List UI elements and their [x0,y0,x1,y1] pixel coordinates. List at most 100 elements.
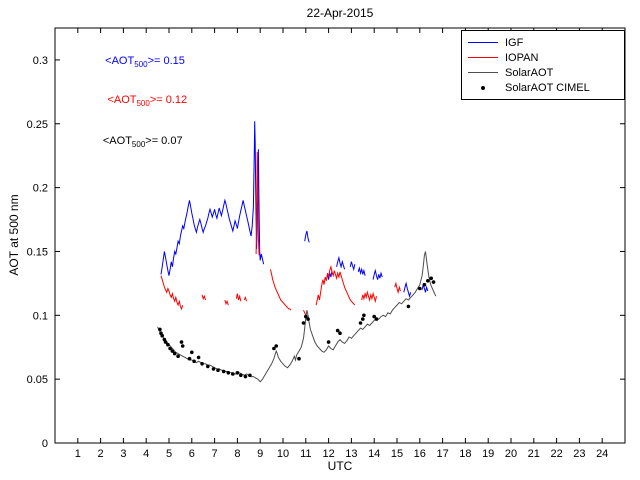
series-solaraot-cimel-point [406,304,411,309]
y-tick-label: 0.15 [27,246,48,258]
series-solaraot-cimel-point [304,314,308,319]
series-solaraot-cimel-point [362,313,366,318]
series-solaraot-cimel-point [221,369,226,374]
x-tick-label: 2 [98,448,104,460]
series-solaraot-cimel-point [163,340,168,344]
legend-line-sample [468,72,498,73]
series-solaraot-cimel-point [206,364,210,369]
series-solaraot-cimel-point [180,344,185,348]
x-tick-label: 16 [414,448,426,460]
series-solaraot-cimel-point [338,331,342,336]
x-tick-label: 23 [573,448,585,460]
series-solaraot-cimel-point [358,321,363,325]
dot-marker-icon [481,85,485,90]
series-igf [160,121,265,276]
legend-entry-igf: IGF [468,35,618,50]
legend-line-sample [468,57,498,58]
legend: IGF IOPAN SolarAOT SolarAOT CIMEL [461,30,625,100]
series-iopan [201,294,206,301]
series-iopan [315,264,356,306]
x-tick-label: 14 [368,448,380,460]
series-solaraot-cimel-point [429,276,434,281]
legend-entry-solaraot-cimel: SolarAOT CIMEL [468,80,618,95]
series-solaraot-cimel-point [239,373,243,378]
legend-label: SolarAOT [505,66,554,79]
x-tick-label: 1 [75,448,81,460]
series-solaraot-cimel-point [176,354,180,359]
y-tick-label: 0 [42,438,48,450]
series-igf [372,268,383,280]
series-solaraot-cimel-point [431,280,436,284]
series-solaraot-cimel-point [243,374,248,379]
y-tick-label: 0.3 [33,55,48,67]
series-iopan [160,275,184,311]
series-solaraot-cimel-point [168,346,172,351]
series-igf [357,266,366,276]
x-tick-label: 7 [212,448,218,460]
series-iopan [243,295,247,302]
legend-label: SolarAOT CIMEL [505,81,590,94]
x-tick-label: 8 [234,448,240,460]
series-iopan [394,281,401,295]
series-solaraot-cimel-point [166,342,170,347]
x-axis-label: UTC [327,459,353,473]
x-tick-label: 6 [189,448,195,460]
series-igf [349,261,356,272]
legend-dot-sample [468,85,498,90]
series-solaraot-cimel-point [226,371,231,375]
x-tick-label: 4 [143,448,149,460]
x-tick-label: 5 [166,448,172,460]
series-solaraot-cimel-point [211,367,216,371]
mean-aot-annotation-2: <AOT500>= 0.12 [107,93,188,108]
series-igf [403,281,412,298]
line-swatch [468,72,498,73]
series-solaraot-cimel-point [306,317,310,321]
series-solaraot-cimel-point [418,286,422,291]
series-igf [304,230,310,243]
series-solaraot-cimel-point [170,349,175,353]
series-solaraot-cimel-point [158,327,162,332]
series-solaraot-cimel-point [235,371,240,375]
x-tick-label: 10 [277,448,289,460]
x-tick-label: 18 [459,448,471,460]
y-tick-label: 0.05 [27,374,48,386]
series-solaraot-cimel-point [160,333,164,338]
series-solaraot-cimel-point [297,356,301,361]
series-solaraot-cimel-point [179,340,184,344]
line-swatch [468,57,498,58]
x-tick-label: 12 [322,448,334,460]
series-solaraot-cimel-point [361,317,365,321]
legend-entry-solaraot: SolarAOT [468,65,618,80]
series-iopan [361,290,377,304]
x-tick-label: 22 [550,448,562,460]
legend-label: IOPAN [505,51,539,64]
legend-entry-iopan: IOPAN [468,50,618,65]
series-solaraot-cimel-point [192,359,196,364]
series-solaraot-cimel-point [272,346,276,351]
series-iopan [224,299,229,306]
series-solaraot-cimel-point [187,356,192,361]
series-solaraot-cimel-point [335,328,340,333]
legend-line-sample [468,42,498,43]
x-tick-label: 21 [528,448,540,460]
y-tick-label: 0.2 [33,183,48,195]
series-solaraot-cimel-point [374,317,379,321]
series-solaraot-cimel-point [326,340,331,344]
y-tick-label: 0.1 [33,310,48,322]
series-solaraot-cimel-point [190,350,194,355]
x-tick-label: 9 [257,448,263,460]
series-solaraot-cimel-point [172,351,177,356]
y-tick-label: 0.25 [27,119,48,131]
x-tick-label: 20 [505,448,517,460]
x-tick-label: 13 [345,448,357,460]
mean-aot-annotation-3: <AOT500>= 0.07 [102,134,183,149]
series-igf [336,255,346,270]
series-solaraot-cimel-point [301,321,306,325]
series-iopan [303,309,307,316]
series-iopan [235,293,242,302]
x-tick-label: 17 [436,448,448,460]
axes-box [54,27,626,444]
series-solaraot-cimel-point [196,355,201,360]
